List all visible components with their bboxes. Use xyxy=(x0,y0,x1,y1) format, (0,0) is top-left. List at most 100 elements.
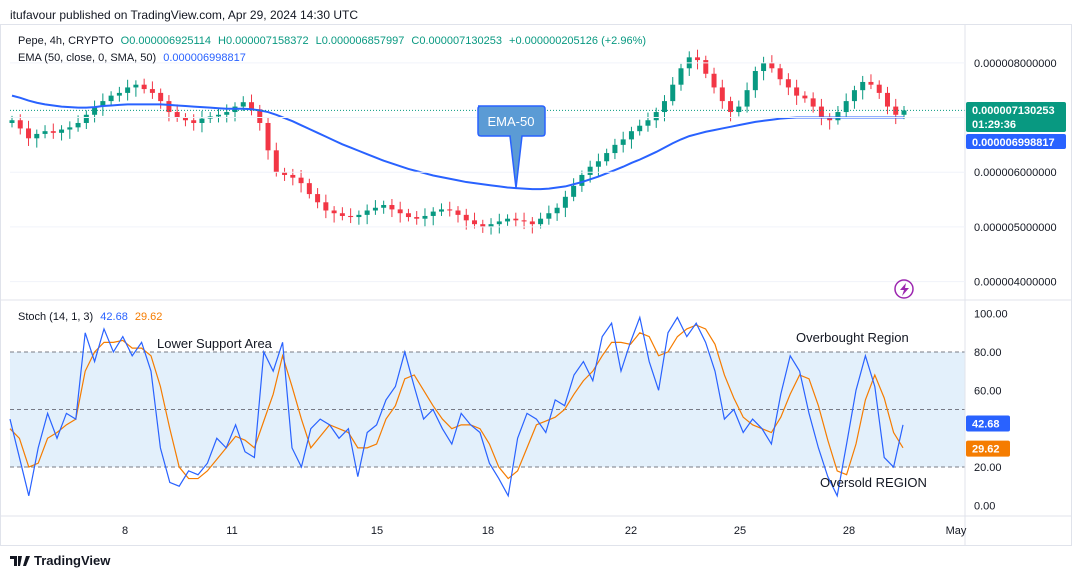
candle-body xyxy=(728,101,734,113)
candle-body xyxy=(75,122,81,128)
time-tick-label: 11 xyxy=(226,525,237,537)
candle-body xyxy=(637,125,643,132)
countdown-text: 01:29:36 xyxy=(972,119,1016,131)
candle-body xyxy=(83,114,89,123)
stoch-k-line xyxy=(9,315,904,498)
stoch-tick-label: 80.00 xyxy=(974,347,1002,359)
candle-body xyxy=(116,92,122,96)
candle-body xyxy=(100,101,106,107)
candle-body xyxy=(414,217,420,219)
candle-body xyxy=(26,128,32,139)
candle-body xyxy=(736,106,742,113)
candle-body xyxy=(257,109,263,123)
stoch-d-value: 29.62 xyxy=(134,311,163,323)
stoch-k-badge-text: 42.68 xyxy=(972,419,1000,431)
candle-body xyxy=(397,209,403,214)
stoch-k-badge xyxy=(966,415,1010,432)
stoch-tick-label: 20.00 xyxy=(974,462,1002,474)
candle-body xyxy=(323,202,329,211)
time-tick-label: 25 xyxy=(734,525,746,537)
candle-body xyxy=(876,84,882,93)
candle-body xyxy=(273,150,279,173)
candle-body xyxy=(579,174,585,186)
stoch-tick-label: 0.00 xyxy=(974,500,995,512)
time-tick-label: 28 xyxy=(843,525,855,537)
stoch-d-badge xyxy=(966,440,1010,457)
candle-body xyxy=(488,224,494,227)
candle-body xyxy=(769,62,775,69)
last-price-badge xyxy=(966,102,1066,132)
candle-body xyxy=(835,112,841,121)
ema-callout-text: EMA-50 xyxy=(488,114,535,129)
candle-body xyxy=(389,205,395,210)
ema-label: EMA (50, close, 0, SMA, 50) xyxy=(18,52,157,64)
candle-body xyxy=(34,133,40,139)
stoch-tick-label: 60.00 xyxy=(974,385,1002,397)
candle-body xyxy=(240,102,246,107)
candle-body xyxy=(538,218,544,225)
candle-body xyxy=(794,87,800,96)
stochastic-pane xyxy=(9,315,965,498)
candle-body xyxy=(595,161,601,167)
oversold-label: Oversold REGION xyxy=(820,475,927,490)
candle-body xyxy=(612,144,618,154)
candle-body xyxy=(282,172,288,175)
candle-body xyxy=(513,218,519,221)
candle-body xyxy=(422,215,428,219)
candle-body xyxy=(463,214,469,221)
time-tick-label: 22 xyxy=(625,525,637,537)
last-price-text: 0.000007130253 xyxy=(972,105,1055,117)
overbought-label: Overbought Region xyxy=(796,330,909,345)
candle-body xyxy=(546,213,552,219)
candle-body xyxy=(571,185,577,197)
candle-body xyxy=(670,84,676,102)
candle-body xyxy=(521,220,527,222)
ema-value: 0.000006998817 xyxy=(163,52,246,64)
tradingview-brand: TradingView xyxy=(34,553,111,568)
candle-body xyxy=(199,118,205,123)
candle-body xyxy=(166,101,172,113)
price-tick-label: 0.000005000000 xyxy=(974,222,1057,234)
candle-body xyxy=(298,177,304,184)
candle-body xyxy=(438,209,444,212)
stoch-d-badge-text: 29.62 xyxy=(972,444,1000,456)
candle-body xyxy=(744,90,750,107)
ema-callout-bubble xyxy=(477,105,546,189)
time-tick-label: May xyxy=(946,525,967,537)
candle-body xyxy=(108,95,114,102)
candle-body xyxy=(315,194,321,203)
time-tick-label: 18 xyxy=(482,525,494,537)
stoch-tick-label: 100.00 xyxy=(974,309,1008,321)
close-value: C0.000007130253 xyxy=(411,35,502,47)
candle-body xyxy=(604,153,610,162)
candle-body xyxy=(67,127,73,130)
stoch-k-value: 42.68 xyxy=(100,311,128,323)
candle-body xyxy=(843,101,849,113)
candle-body xyxy=(703,60,709,74)
candle-body xyxy=(249,102,255,110)
candle-body xyxy=(191,120,197,123)
candle-body xyxy=(331,210,337,214)
candle-body xyxy=(818,106,824,118)
high-value: H0.000007158372 xyxy=(218,35,309,47)
candle-body xyxy=(901,110,907,115)
candle-body xyxy=(265,122,271,151)
tradingview-logo[interactable]: TradingView xyxy=(10,553,110,568)
candle-body xyxy=(860,81,866,91)
candle-body xyxy=(851,90,857,102)
candle-body xyxy=(711,73,717,88)
candle-body xyxy=(9,120,15,123)
candle-body xyxy=(529,221,535,225)
candle-body xyxy=(215,114,221,117)
candle-body xyxy=(174,112,180,118)
annotations: EMA-50 Lower Support Area Overbought Regio… xyxy=(157,105,927,490)
candle-body xyxy=(653,112,659,121)
candle-body xyxy=(554,207,560,214)
ema-price-badge xyxy=(966,134,1066,149)
candle-body xyxy=(884,92,890,107)
candle-body xyxy=(777,68,783,80)
ema-line xyxy=(11,94,904,191)
candle-body xyxy=(752,71,758,91)
candle-body xyxy=(17,120,23,129)
